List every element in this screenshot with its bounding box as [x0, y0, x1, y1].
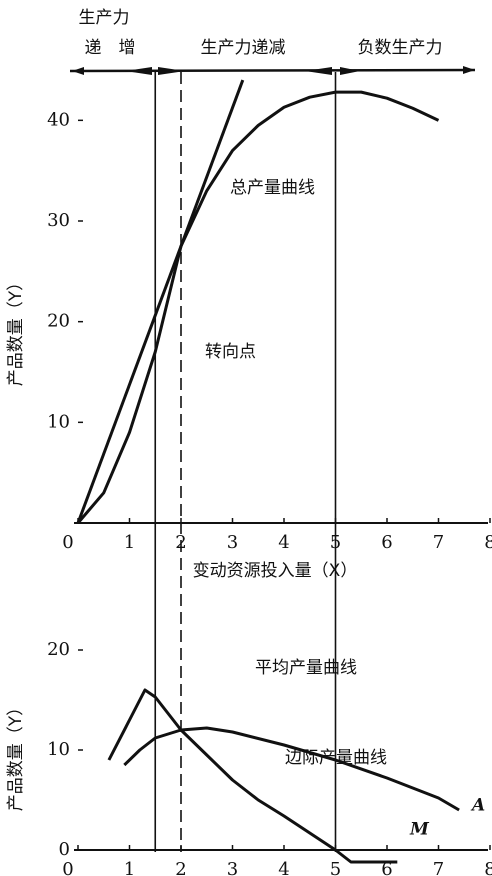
x-tick-label: 6 — [381, 859, 392, 876]
arrow — [305, 67, 332, 75]
x-tick-label: 8 — [484, 859, 492, 876]
x-tick-label: 6 — [381, 532, 392, 553]
x-axis-label: 变动资源投入量（X） — [193, 561, 358, 581]
arrow — [125, 67, 152, 75]
y-tick-label: 20 — [47, 639, 70, 660]
y-tick-label: 10 — [47, 411, 70, 432]
arrow — [340, 67, 360, 75]
curve — [76, 79, 245, 524]
stage-label: 生产力递减 — [201, 38, 286, 58]
x-tick-label: 3 — [227, 532, 238, 553]
y-tick-label: 40 — [47, 109, 70, 130]
y-tick-label: 20 — [47, 311, 70, 332]
curve — [76, 90, 440, 524]
annotation: 转向点 — [205, 342, 256, 362]
arrow — [158, 67, 185, 75]
x-tick-label: 7 — [433, 859, 444, 876]
stage-label: 负数生产力 — [358, 38, 443, 58]
y-axis-label: 产品数量（Y） — [6, 699, 26, 811]
arrow — [72, 67, 84, 75]
x-tick-label: 0 — [62, 532, 73, 553]
curve-label: 边际产量曲线 — [285, 748, 387, 768]
x-tick-label: 7 — [433, 532, 444, 553]
curve — [123, 726, 460, 812]
y-tick-label: 30 — [47, 210, 70, 231]
x-tick-label: 8 — [484, 532, 492, 553]
x-tick-label: 5 — [330, 859, 341, 876]
curve-label: 总产量曲线 — [230, 178, 315, 198]
x-tick-label: 0 — [62, 859, 73, 876]
arrow — [463, 66, 475, 74]
curve-end-label: A — [470, 796, 485, 816]
stage-label: 递 增 — [85, 38, 136, 58]
curve-label: 平均产量曲线 — [255, 658, 357, 678]
y-tick-label: 0 — [59, 839, 70, 860]
y-tick-label: 10 — [47, 739, 70, 760]
curve — [107, 688, 398, 864]
x-tick-label: 1 — [124, 532, 135, 553]
x-tick-label: 3 — [227, 859, 238, 876]
stage-label: 生产力 — [79, 8, 130, 28]
x-tick-label: 1 — [124, 859, 135, 876]
x-tick-label: 4 — [278, 859, 289, 876]
x-tick-label: 4 — [278, 532, 289, 553]
y-axis-label: 产品数量（Y） — [6, 274, 26, 386]
x-tick-label: 2 — [175, 859, 186, 876]
curve-end-label: M — [409, 820, 430, 840]
